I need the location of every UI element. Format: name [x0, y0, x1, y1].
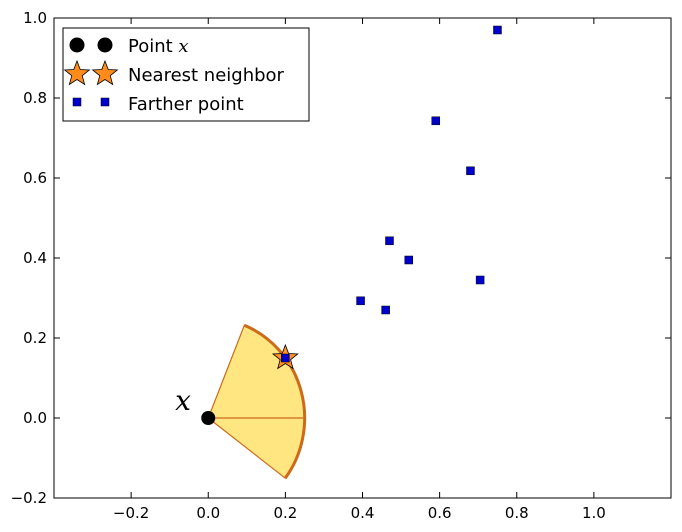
x-tick-label: 0.0 [196, 504, 220, 522]
farther-point-marker [493, 25, 502, 35]
farther-point-marker [385, 236, 394, 246]
x-tick-label: 0.2 [273, 504, 297, 522]
farther-point-marker [381, 305, 390, 315]
farther-point-marker [404, 255, 414, 265]
x-tick-label: −0.2 [113, 504, 149, 522]
point-x-marker [201, 411, 216, 425]
farther-point-marker [475, 275, 485, 285]
plot-frame [53, 17, 672, 499]
ticks-layer: −0.2 0.0 0.2 0.4 0.6 0.8 1.0 −0.2 0.0 0.2 0.4 0.6 0.… [11, 9, 671, 522]
legend-label-point-x: Point x [128, 36, 189, 57]
legend-point-x-var: x [178, 36, 188, 57]
x-tick-label: 0.8 [505, 504, 529, 522]
y-tick-label: 0.2 [23, 329, 47, 347]
x-tick-label: 0.6 [428, 504, 452, 522]
farther-point-marker [431, 116, 441, 126]
legend-square-marker [72, 97, 82, 107]
legend-circle-marker [69, 37, 85, 53]
x-tick-label: 0.4 [351, 504, 375, 522]
legend-label-nearest: Nearest neighbor [128, 65, 285, 86]
y-tick-label: 0.6 [23, 169, 47, 187]
legend-star-markers [63, 59, 119, 86]
y-tick-label: 0.4 [23, 249, 47, 267]
wedge-arc [243, 323, 307, 480]
legend: Point x Nearest neighbor Farther point [62, 27, 310, 122]
farther-point-marker [356, 296, 365, 306]
legend-star-marker [63, 59, 91, 86]
nearest-overlap-square-marker [281, 353, 290, 363]
legend-point-x-prefix: Point [128, 36, 178, 57]
legend-square-marker [100, 97, 110, 107]
y-tick-label: 1.0 [23, 9, 47, 27]
marks-layer [201, 25, 502, 425]
legend-label-farther: Farther point [128, 94, 244, 115]
y-tick-label: −0.2 [11, 489, 47, 507]
y-tick-label: 0.8 [23, 89, 47, 107]
legend-star-marker [91, 59, 119, 86]
x-tick-label: 1.0 [582, 504, 606, 522]
y-tick-label: 0.0 [23, 409, 47, 427]
farther-point-marker [466, 166, 475, 176]
point-x-annotation: x [175, 384, 191, 417]
legend-circle-marker [97, 37, 113, 53]
